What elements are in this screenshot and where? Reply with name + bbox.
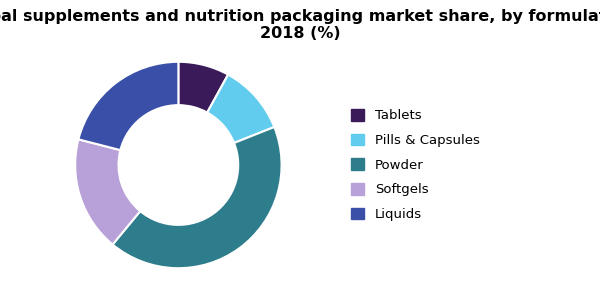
Wedge shape <box>75 139 140 244</box>
Legend: Tablets, Pills & Capsules, Powder, Softgels, Liquids: Tablets, Pills & Capsules, Powder, Softg… <box>351 109 480 221</box>
Wedge shape <box>79 62 178 150</box>
Wedge shape <box>207 75 274 143</box>
Text: Global supplements and nutrition packaging market share, by formulation,
2018 (%: Global supplements and nutrition packagi… <box>0 9 600 41</box>
Wedge shape <box>178 62 228 112</box>
Wedge shape <box>113 127 281 268</box>
